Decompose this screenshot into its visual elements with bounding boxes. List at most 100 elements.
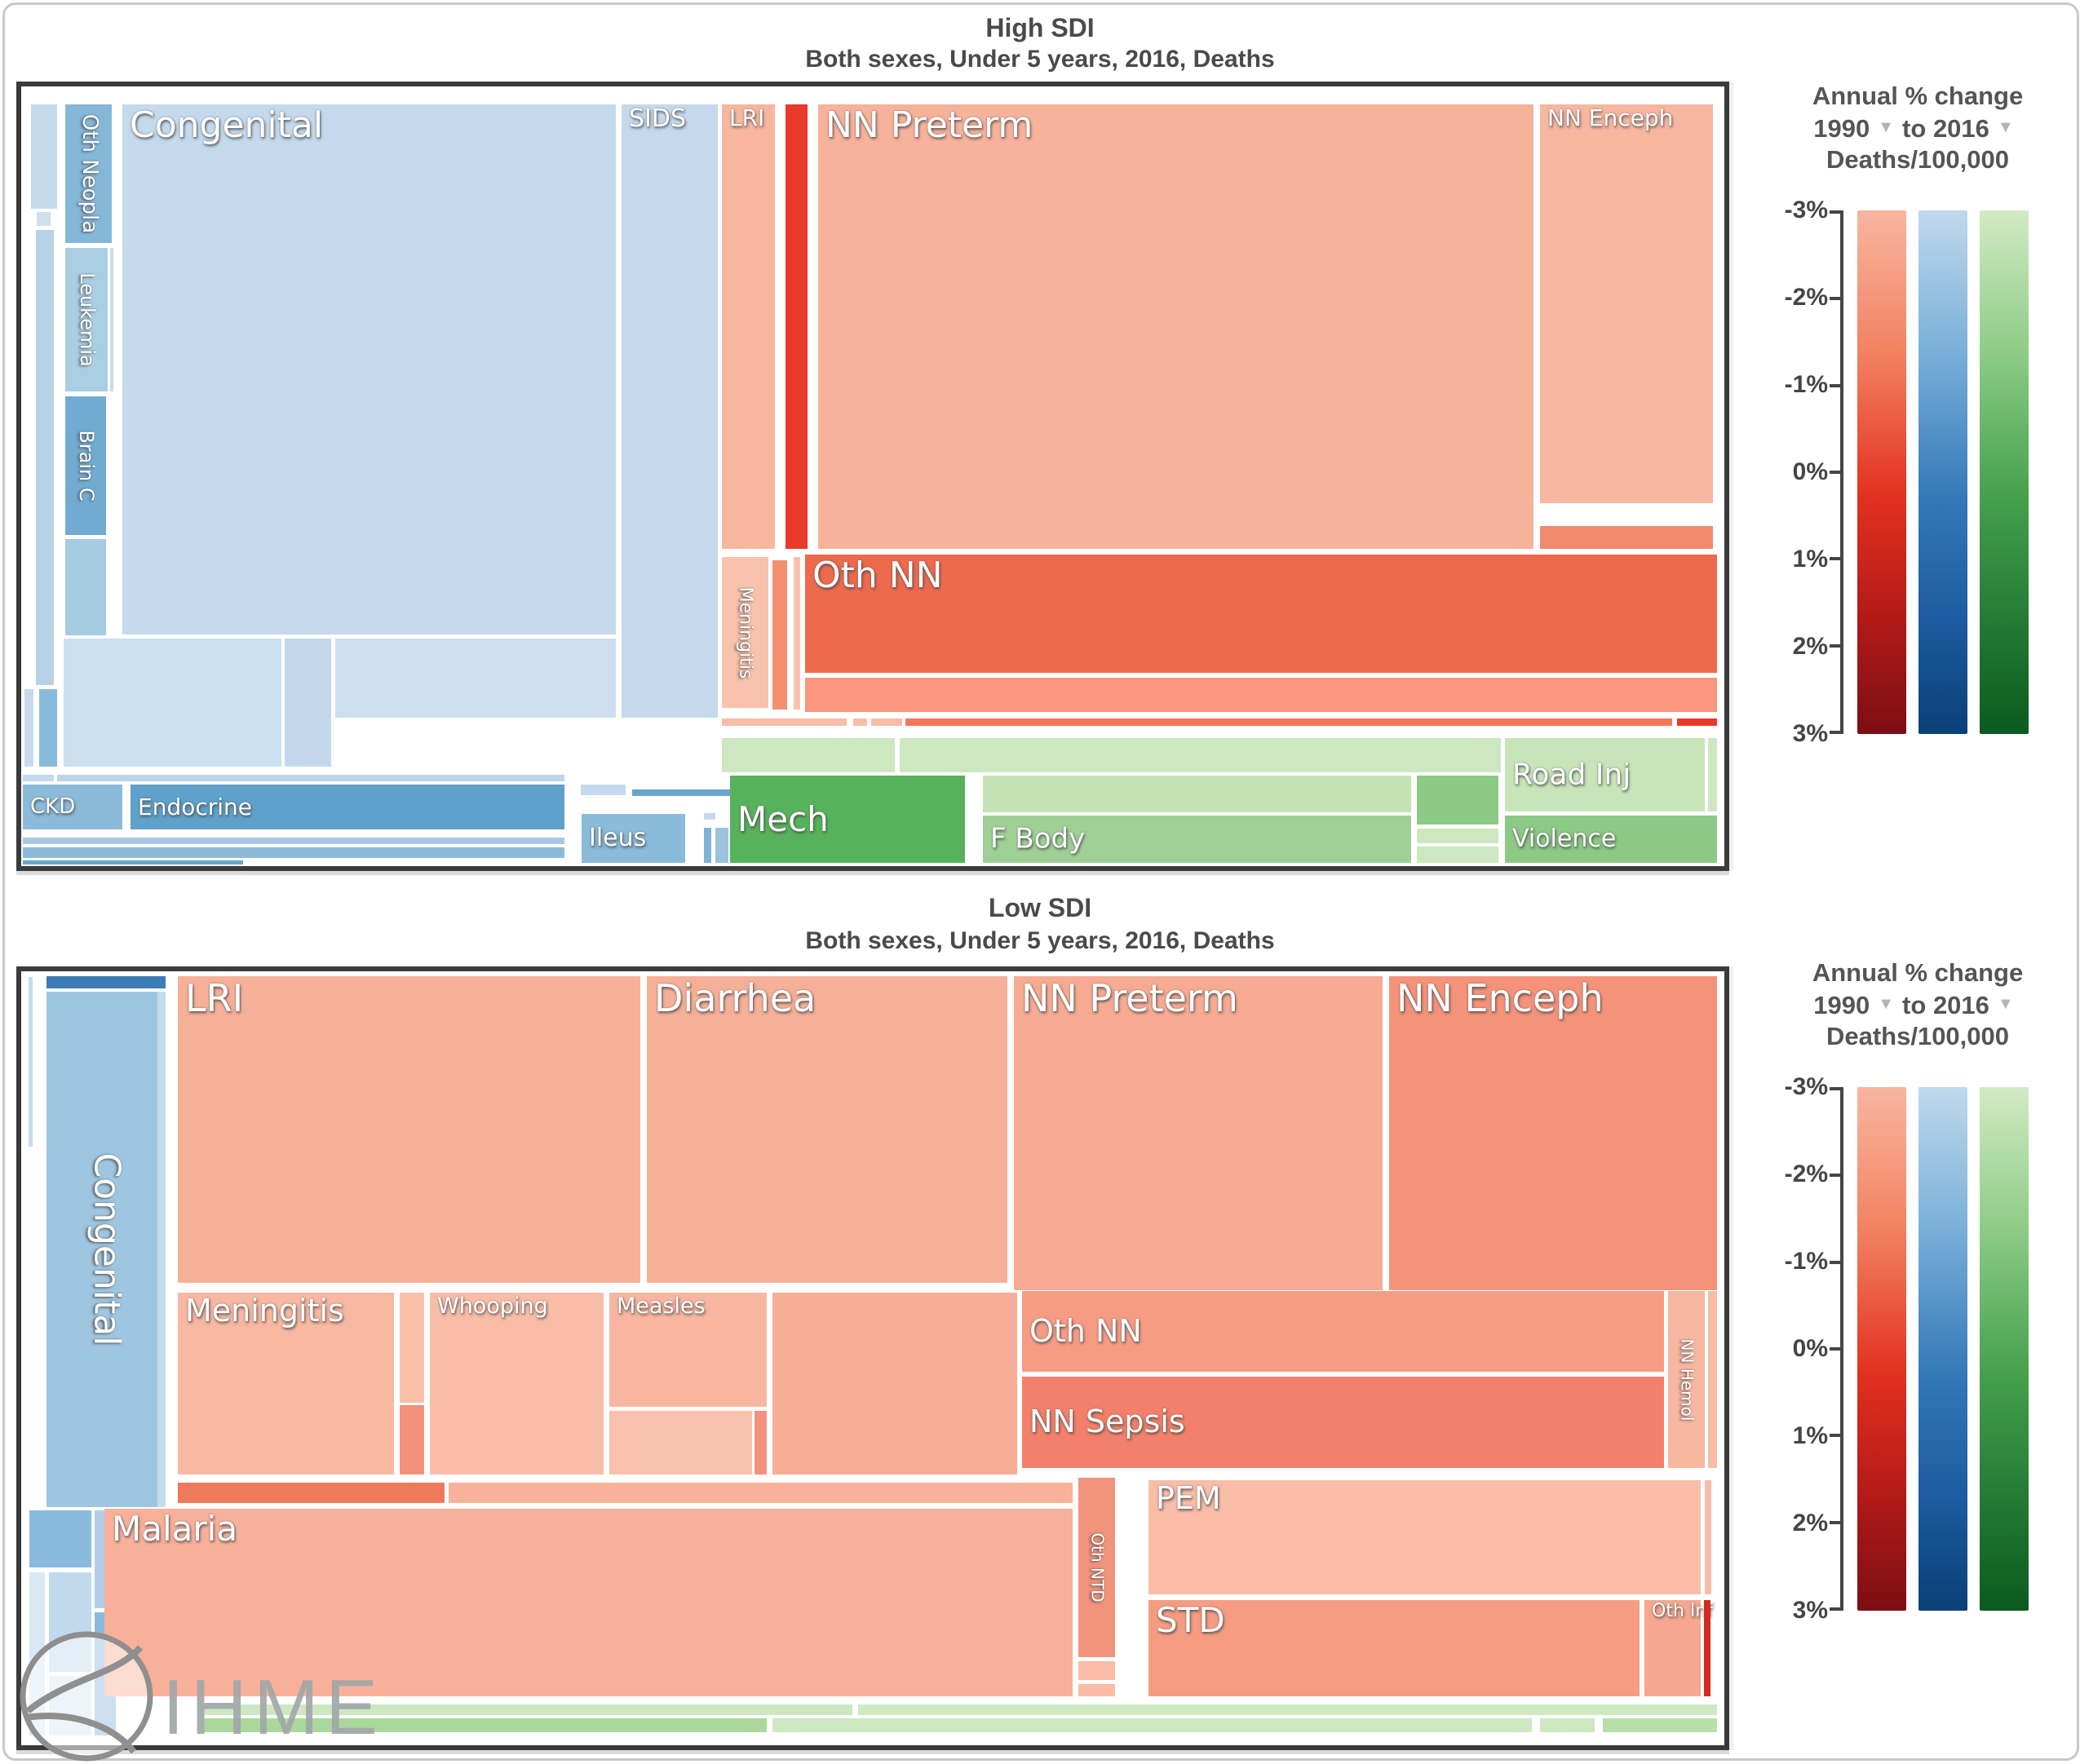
- low-sdi-cell-filler-green[interactable]: [204, 1718, 767, 1732]
- high-sdi-cell-filler-red[interactable]: [805, 678, 1717, 712]
- high-sdi-cell-oth-nn[interactable]: Oth NN: [805, 555, 1717, 673]
- high-sdi-cell-filler-blue[interactable]: [23, 838, 564, 844]
- high-sdi-cell-filler-blue[interactable]: [57, 775, 564, 781]
- high-sdi-cell-filler-blue[interactable]: [65, 539, 106, 635]
- high-sdi-cell-congenital[interactable]: Congenital: [122, 104, 616, 634]
- high-sdi-cell-filler-blue[interactable]: [36, 230, 54, 685]
- low-sdi-cell-diarrhea[interactable]: Diarrhea: [647, 976, 1007, 1283]
- high-sdi-cell-ckd[interactable]: CKD: [23, 785, 122, 829]
- high-sdi-cell-filler-blue[interactable]: [715, 828, 728, 863]
- low-sdi-cell-filler-red[interactable]: [400, 1405, 424, 1474]
- low-sdi-cell-filler-red[interactable]: [400, 1293, 424, 1403]
- low-sdi-cell-oth-inf[interactable]: Oth Inf: [1644, 1600, 1713, 1696]
- low-sdi-cell-filler-red[interactable]: [1705, 1480, 1711, 1594]
- low-sdi-cell-filler-green[interactable]: [858, 1704, 1717, 1715]
- low-sdi-cell-filler-red[interactable]: [1078, 1684, 1115, 1696]
- high-sdi-cell-filler-red[interactable]: [1677, 718, 1717, 726]
- high-sdi-cell-filler-blue[interactable]: [581, 785, 626, 795]
- high-sdi-cell-filler-green[interactable]: [1417, 776, 1498, 825]
- high-sdi-cell-oth-neopla[interactable]: Oth Neopla: [65, 104, 112, 243]
- high-sdi-cell-sids[interactable]: SIDS: [622, 104, 718, 718]
- high-sdi-cell-filler-red[interactable]: [794, 557, 800, 710]
- low-sdi-cell-filler-blue[interactable]: [157, 992, 166, 1507]
- low-sdi-cell-filler-green[interactable]: [1540, 1718, 1595, 1732]
- legend-tick-labels: -3% -2% -1% 0% 1% 2% 3%: [1758, 197, 1828, 748]
- high-sdi-cell-filler-blue[interactable]: [632, 789, 741, 796]
- high-sdi-cell-endocrine[interactable]: Endocrine: [131, 785, 564, 829]
- low-sdi-cell-filler-red[interactable]: [772, 1293, 1017, 1474]
- high-sdi-cell-filler-red[interactable]: [905, 718, 1672, 726]
- high-sdi-cell-filler-blue[interactable]: [704, 813, 715, 820]
- low-sdi-cell-meningitis[interactable]: Meningitis: [178, 1293, 394, 1474]
- high-sdi-cell-filler-green[interactable]: [983, 776, 1411, 812]
- low-sdi-cell-congenital[interactable]: Congenital: [46, 992, 166, 1507]
- high-sdi-cell-filler-blue[interactable]: [37, 212, 51, 226]
- low-sdi-cell-nn-hemol[interactable]: NN Hemol: [1668, 1291, 1705, 1468]
- sort-arrow-icon[interactable]: ▼: [1878, 118, 1895, 136]
- high-sdi-cell-filler-blue[interactable]: [24, 689, 33, 767]
- high-sdi-cell-filler-blue[interactable]: [23, 860, 243, 864]
- high-sdi-cell-mech[interactable]: Mech: [730, 776, 965, 863]
- high-sdi-cell-filler-green[interactable]: [900, 738, 1501, 772]
- high-sdi-cell-filler-blue[interactable]: [39, 689, 57, 767]
- low-sdi-cell-oth-ntd[interactable]: Oth NTD: [1078, 1478, 1115, 1657]
- high-sdi-cell-filler-red[interactable]: [772, 560, 787, 710]
- high-sdi-cell-filler-blue[interactable]: [704, 828, 711, 863]
- high-sdi-cell-filler-blue[interactable]: [285, 639, 331, 767]
- high-sdi-cell-ileus[interactable]: Ileus: [582, 814, 685, 863]
- low-sdi-cell-measles[interactable]: Measles: [609, 1293, 767, 1407]
- high-sdi-cell-leukemia[interactable]: Leukemia: [65, 248, 108, 391]
- high-sdi-cell-filler-red[interactable]: [853, 718, 867, 726]
- high-sdi-cell-filler-green[interactable]: [1708, 738, 1717, 811]
- low-sdi-cell-filler-red[interactable]: [178, 1483, 445, 1503]
- high-sdi-cell-filler-blue[interactable]: [64, 639, 281, 767]
- low-sdi-cell-std[interactable]: STD: [1148, 1600, 1640, 1696]
- low-sdi-cell-oth-nn[interactable]: Oth NN: [1022, 1291, 1664, 1372]
- low-sdi-cell-filler-red[interactable]: [449, 1483, 1073, 1503]
- low-sdi-cell-nn-preterm[interactable]: NN Preterm: [1014, 976, 1383, 1290]
- high-sdi-cell-filler-blue[interactable]: [335, 639, 616, 718]
- high-sdi-cell-f-body[interactable]: F Body: [983, 816, 1411, 863]
- low-sdi-cell-filler-blue[interactable]: [29, 1510, 91, 1567]
- low-sdi-cell-nn-sepsis[interactable]: NN Sepsis: [1022, 1377, 1664, 1468]
- high-sdi-cell-filler-green[interactable]: [1417, 829, 1498, 843]
- cell-label: Oth NN: [1029, 1312, 1142, 1349]
- low-sdi-cell-pem[interactable]: PEM: [1148, 1480, 1701, 1594]
- low-sdi-cell-filler-red[interactable]: [1078, 1661, 1115, 1680]
- high-sdi-cell-lri[interactable]: LRI: [722, 104, 775, 549]
- high-sdi-cell-filler-green[interactable]: [722, 738, 895, 772]
- high-sdi-cell-filler-red[interactable]: [1540, 526, 1713, 549]
- low-sdi-cell-lri[interactable]: LRI: [178, 976, 640, 1283]
- low-sdi-cell-malaria[interactable]: Malaria: [104, 1509, 1073, 1696]
- cell-label: Ileus: [589, 823, 647, 852]
- high-sdi-cell-nn-preterm[interactable]: NN Preterm: [818, 104, 1533, 549]
- high-sdi-cell-meningitis[interactable]: Meningitis: [722, 557, 768, 708]
- sort-arrow-icon[interactable]: ▼: [1878, 995, 1895, 1013]
- high-sdi-cell-filler-green[interactable]: [1417, 847, 1498, 863]
- high-sdi-cell-filler-red[interactable]: [871, 718, 902, 726]
- low-sdi-cell-filler-red[interactable]: [755, 1411, 767, 1474]
- high-sdi-cell-filler-red[interactable]: [722, 718, 847, 726]
- low-sdi-cell-filler-red[interactable]: [1704, 1600, 1710, 1696]
- low-sdi-cell-filler-green[interactable]: [1603, 1718, 1717, 1732]
- sort-arrow-icon[interactable]: ▼: [1997, 995, 2014, 1013]
- low-sdi-cell-filler-green[interactable]: [772, 1718, 1532, 1732]
- high-sdi-cell-filler-blue[interactable]: [110, 248, 113, 391]
- high-sdi-cell-brain-c[interactable]: Brain C: [65, 396, 106, 535]
- low-sdi-cell-filler-green[interactable]: [204, 1704, 852, 1715]
- legend-from-year: 1990: [1813, 991, 1870, 1019]
- high-sdi-cell-filler-blue[interactable]: [31, 104, 57, 209]
- sort-arrow-icon[interactable]: ▼: [1997, 118, 2014, 136]
- low-sdi-cell-filler-blue[interactable]: [46, 976, 166, 988]
- low-sdi-cell-filler-red[interactable]: [609, 1411, 752, 1474]
- low-sdi-cell-filler-red[interactable]: [1708, 1291, 1717, 1468]
- high-sdi-cell-filler-blue[interactable]: [23, 775, 54, 781]
- high-sdi-cell-violence[interactable]: Violence: [1505, 816, 1717, 863]
- low-sdi-cell-nn-enceph[interactable]: NN Enceph: [1389, 976, 1717, 1290]
- low-sdi-cell-whooping[interactable]: Whooping: [430, 1293, 604, 1474]
- high-sdi-cell-road-inj[interactable]: Road Inj: [1505, 738, 1705, 811]
- low-sdi-cell-filler-blue[interactable]: [29, 977, 33, 1147]
- high-sdi-cell-filler-blue[interactable]: [23, 847, 564, 858]
- high-sdi-cell-filler-red[interactable]: [786, 104, 808, 549]
- high-sdi-cell-nn-enceph[interactable]: NN Enceph: [1540, 104, 1713, 503]
